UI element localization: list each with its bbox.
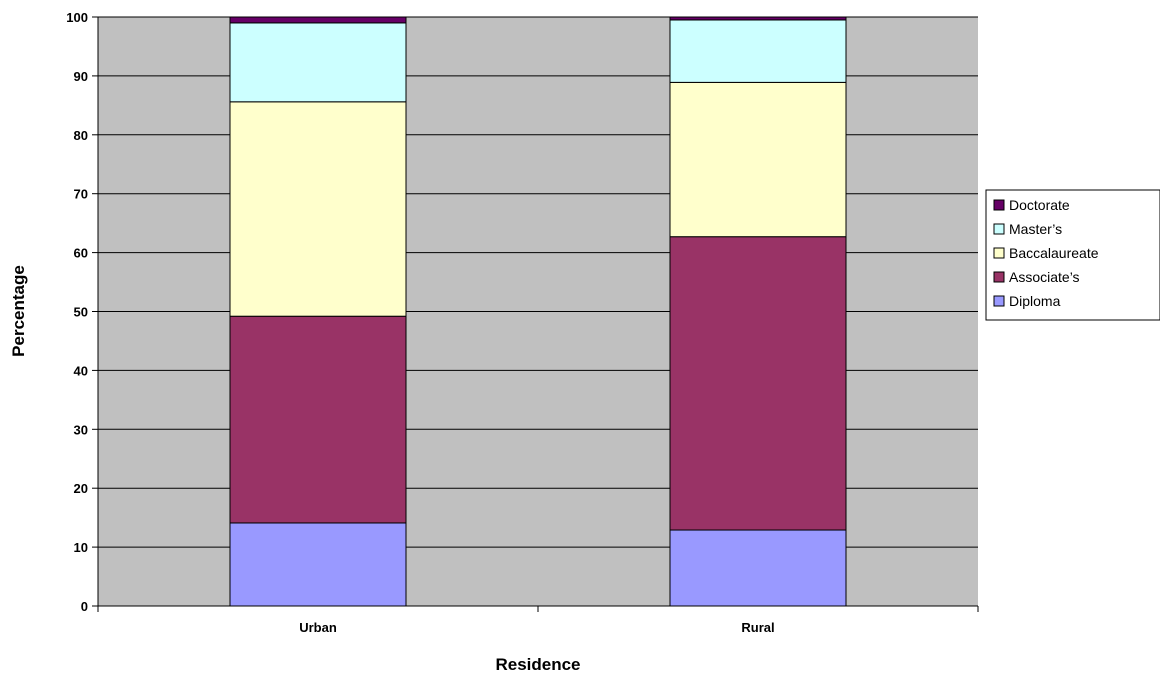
legend-label: Doctorate	[1009, 197, 1070, 213]
y-tick-label: 60	[74, 246, 88, 261]
legend-swatch	[993, 295, 1005, 307]
y-tick-label: 80	[74, 128, 88, 143]
legend-label: Associate’s	[1009, 269, 1080, 285]
y-tick-label: 0	[81, 599, 88, 614]
bar-segment-doctorate	[669, 16, 847, 21]
x-tick-labels: Urban Rural	[299, 620, 774, 635]
legend-box	[985, 189, 1160, 321]
y-tick-labels: 0 10 20 30 40 50 60 70 80 90 100	[66, 10, 88, 614]
bar-segment-diploma	[229, 522, 407, 607]
axes	[92, 16, 979, 612]
y-tick-label: 10	[74, 540, 88, 555]
y-tick-label: 90	[74, 69, 88, 84]
legend-label: Baccalaureate	[1009, 245, 1099, 261]
y-tick-label: 50	[74, 305, 88, 320]
bar-segment-master-s	[669, 19, 847, 83]
bar-segment-associate-s	[669, 236, 847, 531]
legend-swatch	[993, 271, 1005, 283]
bar-segment-master-s	[229, 22, 407, 103]
y-tick-label: 30	[74, 422, 88, 437]
y-tick-label: 20	[74, 481, 88, 496]
bar-segment-doctorate	[229, 16, 407, 24]
legend: Doctorate Master’s Baccalaureate Associate’…	[985, 189, 1160, 321]
legend-label: Master’s	[1009, 221, 1062, 237]
legend-swatch	[993, 223, 1005, 235]
bar-segment-baccalaureate	[229, 101, 407, 317]
legend-label: Diploma	[1009, 293, 1061, 309]
bar-segment-diploma	[669, 529, 847, 607]
x-tick-label: Rural	[741, 620, 774, 635]
x-tick-label: Urban	[299, 620, 337, 635]
y-axis-title: Percentage	[9, 265, 28, 357]
legend-swatch	[993, 199, 1005, 211]
bar-segment-baccalaureate	[669, 81, 847, 238]
bar-segment-associate-s	[229, 315, 407, 524]
y-tick-label: 40	[74, 363, 88, 378]
y-tick-label: 70	[74, 187, 88, 202]
bars	[229, 16, 847, 607]
y-tick-label: 100	[66, 10, 88, 25]
legend-swatch	[993, 247, 1005, 259]
x-axis-title: Residence	[495, 655, 580, 674]
